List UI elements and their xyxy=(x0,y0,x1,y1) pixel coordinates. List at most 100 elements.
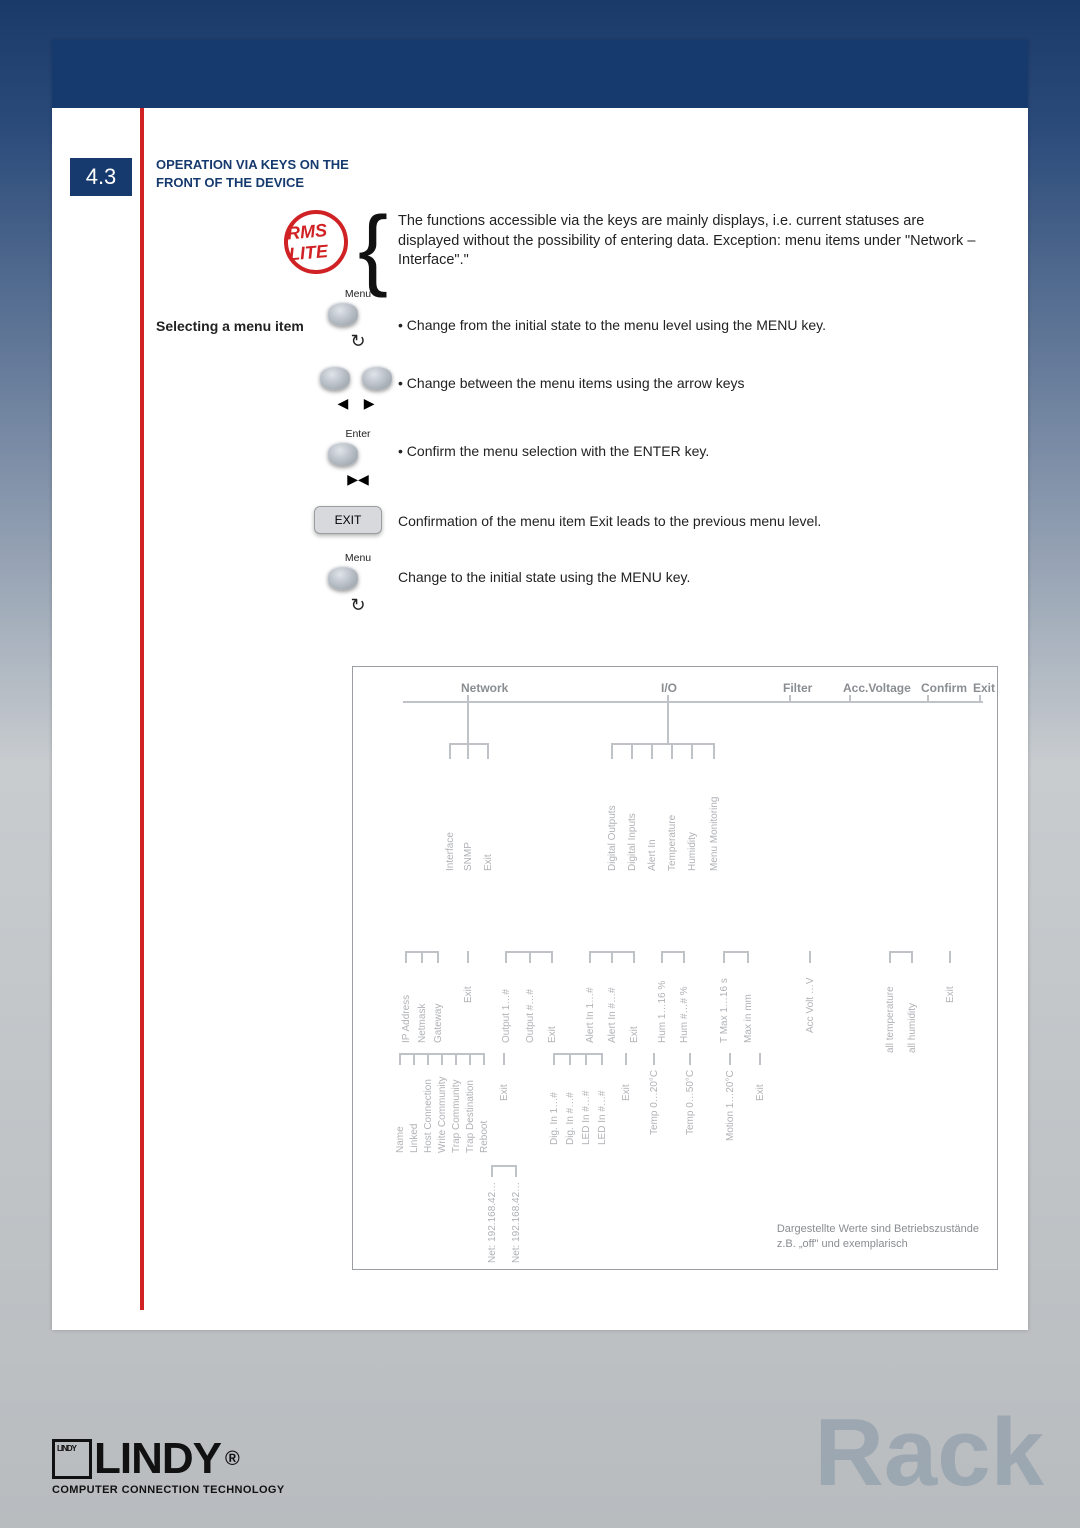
chart-branch-label: Net: 192.168.42… xyxy=(511,1177,522,1263)
chart-connector-line xyxy=(505,953,507,963)
chart-branch-label: Motion 1…20°C xyxy=(725,1065,736,1141)
vertical-red-rule xyxy=(140,108,144,1310)
chart-connector-line xyxy=(399,1055,401,1065)
chart-branch-label: Exit xyxy=(463,963,474,1003)
chart-branch-label: SNMP xyxy=(463,761,474,871)
chart-connector-line xyxy=(723,951,749,953)
exit-key-button[interactable]: EXIT xyxy=(314,506,382,534)
curly-brace-icon: { xyxy=(358,198,388,301)
chart-connector-line xyxy=(467,745,469,759)
chart-connector-line xyxy=(413,1055,415,1065)
chart-branch-label: Dig. In 1…# xyxy=(549,1065,560,1145)
chart-branch-label: Exit xyxy=(483,761,494,871)
chart-connector-line xyxy=(747,953,749,963)
chart-connector-line xyxy=(759,1055,761,1065)
chart-branch-label: Exit xyxy=(629,963,640,1043)
chart-connector-line xyxy=(889,951,913,953)
lindy-brand-footer: LINDY LINDY ® COMPUTER CONNECTION TECHNO… xyxy=(52,1434,285,1496)
chart-branch-label: Humidity xyxy=(687,761,698,871)
chart-branch-label: Name xyxy=(395,1065,406,1153)
chart-branch-label: Reboot xyxy=(479,1065,490,1153)
chart-connector-line xyxy=(889,953,891,963)
chart-branch-label: Acc Volt …V xyxy=(805,963,816,1033)
chart-connector-line xyxy=(979,695,981,703)
chart-connector-line xyxy=(421,953,423,963)
chart-branch-label: T Max 1…16 s xyxy=(719,963,730,1043)
chart-connector-line xyxy=(789,695,791,703)
chart-branch-label: Trap Community xyxy=(451,1065,462,1153)
chart-branch-label: IP Address xyxy=(401,963,412,1043)
chart-branch-label: Alert In 1…# xyxy=(585,963,596,1043)
chart-connector-line xyxy=(487,745,489,759)
chart-branch-label: Host Connection xyxy=(423,1065,434,1153)
chart-connector-line xyxy=(441,1055,443,1065)
menu-bullet-1: • Change from the initial state to the m… xyxy=(398,316,978,335)
menu-loop-icon-2: ↻ xyxy=(328,595,388,616)
chart-connector-line xyxy=(483,1055,485,1065)
chart-branch-label: Netmask xyxy=(417,963,428,1043)
chart-connector-line xyxy=(661,951,685,953)
chart-connector-line xyxy=(625,1055,627,1065)
chart-top-label: Network xyxy=(461,681,508,695)
chart-connector-line xyxy=(911,953,913,963)
chart-branch-label: Gateway xyxy=(433,963,444,1043)
chart-branch-label: all humidity xyxy=(907,963,918,1053)
chart-connector-line xyxy=(729,1055,731,1065)
chart-connector-line xyxy=(553,1053,603,1055)
chart-connector-line xyxy=(611,743,715,745)
chart-branch-label: Alert In #…# xyxy=(607,963,618,1043)
chart-branch-label: Exit xyxy=(945,963,956,1003)
chart-connector-line xyxy=(469,1055,471,1065)
menu-bullet-3: • Confirm the menu selection with the EN… xyxy=(398,442,978,461)
chart-connector-line xyxy=(491,1165,517,1167)
chart-branch-label: Temp 0…50°C xyxy=(685,1065,696,1135)
chart-connector-line xyxy=(585,1055,587,1065)
menu-key-button[interactable] xyxy=(328,302,358,326)
lindy-wordmark: LINDY xyxy=(94,1434,221,1484)
chart-connector-line xyxy=(467,695,469,703)
chart-connector-line xyxy=(713,745,715,759)
chart-connector-line xyxy=(551,953,553,963)
chart-connector-line xyxy=(449,745,451,759)
menu-bullet-2: • Change between the menu items using th… xyxy=(398,374,978,393)
chart-connector-line xyxy=(689,1055,691,1065)
chart-connector-line xyxy=(491,1167,493,1177)
chart-connector-line xyxy=(653,1055,655,1065)
arrow-right-key-button[interactable] xyxy=(362,366,392,390)
chart-top-label: I/O xyxy=(661,681,677,695)
top-navy-band xyxy=(52,40,1028,108)
intro-paragraph: The functions accessible via the keys ar… xyxy=(398,212,978,271)
chart-connector-line xyxy=(651,745,653,759)
lindy-tagline: COMPUTER CONNECTION TECHNOLOGY xyxy=(52,1484,285,1496)
enter-key-label: Enter xyxy=(328,428,388,440)
chart-connector-line xyxy=(927,695,929,703)
chart-connector-line xyxy=(809,953,811,963)
chart-connector-line xyxy=(569,1055,571,1065)
chart-branch-label: Max in mm xyxy=(743,963,754,1043)
chart-connector-line xyxy=(437,953,439,963)
chart-connector-line xyxy=(403,701,983,703)
arrow-left-right-icon: ◀ ▶ xyxy=(306,395,406,412)
menu-key-label: Menu xyxy=(328,288,388,300)
chart-branch-label: Exit xyxy=(547,963,558,1043)
chart-connector-line xyxy=(467,953,469,963)
exit-text: Confirmation of the menu item Exit leads… xyxy=(398,512,978,531)
chart-branch-label: Output 1…# xyxy=(501,963,512,1043)
chart-connector-line xyxy=(553,1055,555,1065)
chart-connector-line xyxy=(601,1055,603,1065)
arrow-left-key-button[interactable] xyxy=(320,366,350,390)
chart-connector-line xyxy=(667,703,669,743)
chart-connector-line xyxy=(691,745,693,759)
menu-tree-diagram: Dargestellte Werte sind Betriebszustände… xyxy=(352,666,998,1270)
menu-key-label-2: Menu xyxy=(328,552,388,564)
section-number-tag: 4.3 xyxy=(70,158,132,196)
section-title: OPERATION VIA KEYS ON THE FRONT OF THE D… xyxy=(156,156,396,191)
enter-key-button[interactable] xyxy=(328,442,358,466)
menu-key-button-2[interactable] xyxy=(328,566,358,590)
page-background: 4.3 OPERATION VIA KEYS ON THE FRONT OF T… xyxy=(0,0,1080,1528)
chart-connector-line xyxy=(503,1055,505,1065)
chart-branch-label: Digital Inputs xyxy=(627,761,638,871)
lindy-box-icon: LINDY xyxy=(52,1439,92,1479)
chart-branch-label: LED In #…# xyxy=(581,1065,592,1145)
chart-connector-line xyxy=(405,953,407,963)
